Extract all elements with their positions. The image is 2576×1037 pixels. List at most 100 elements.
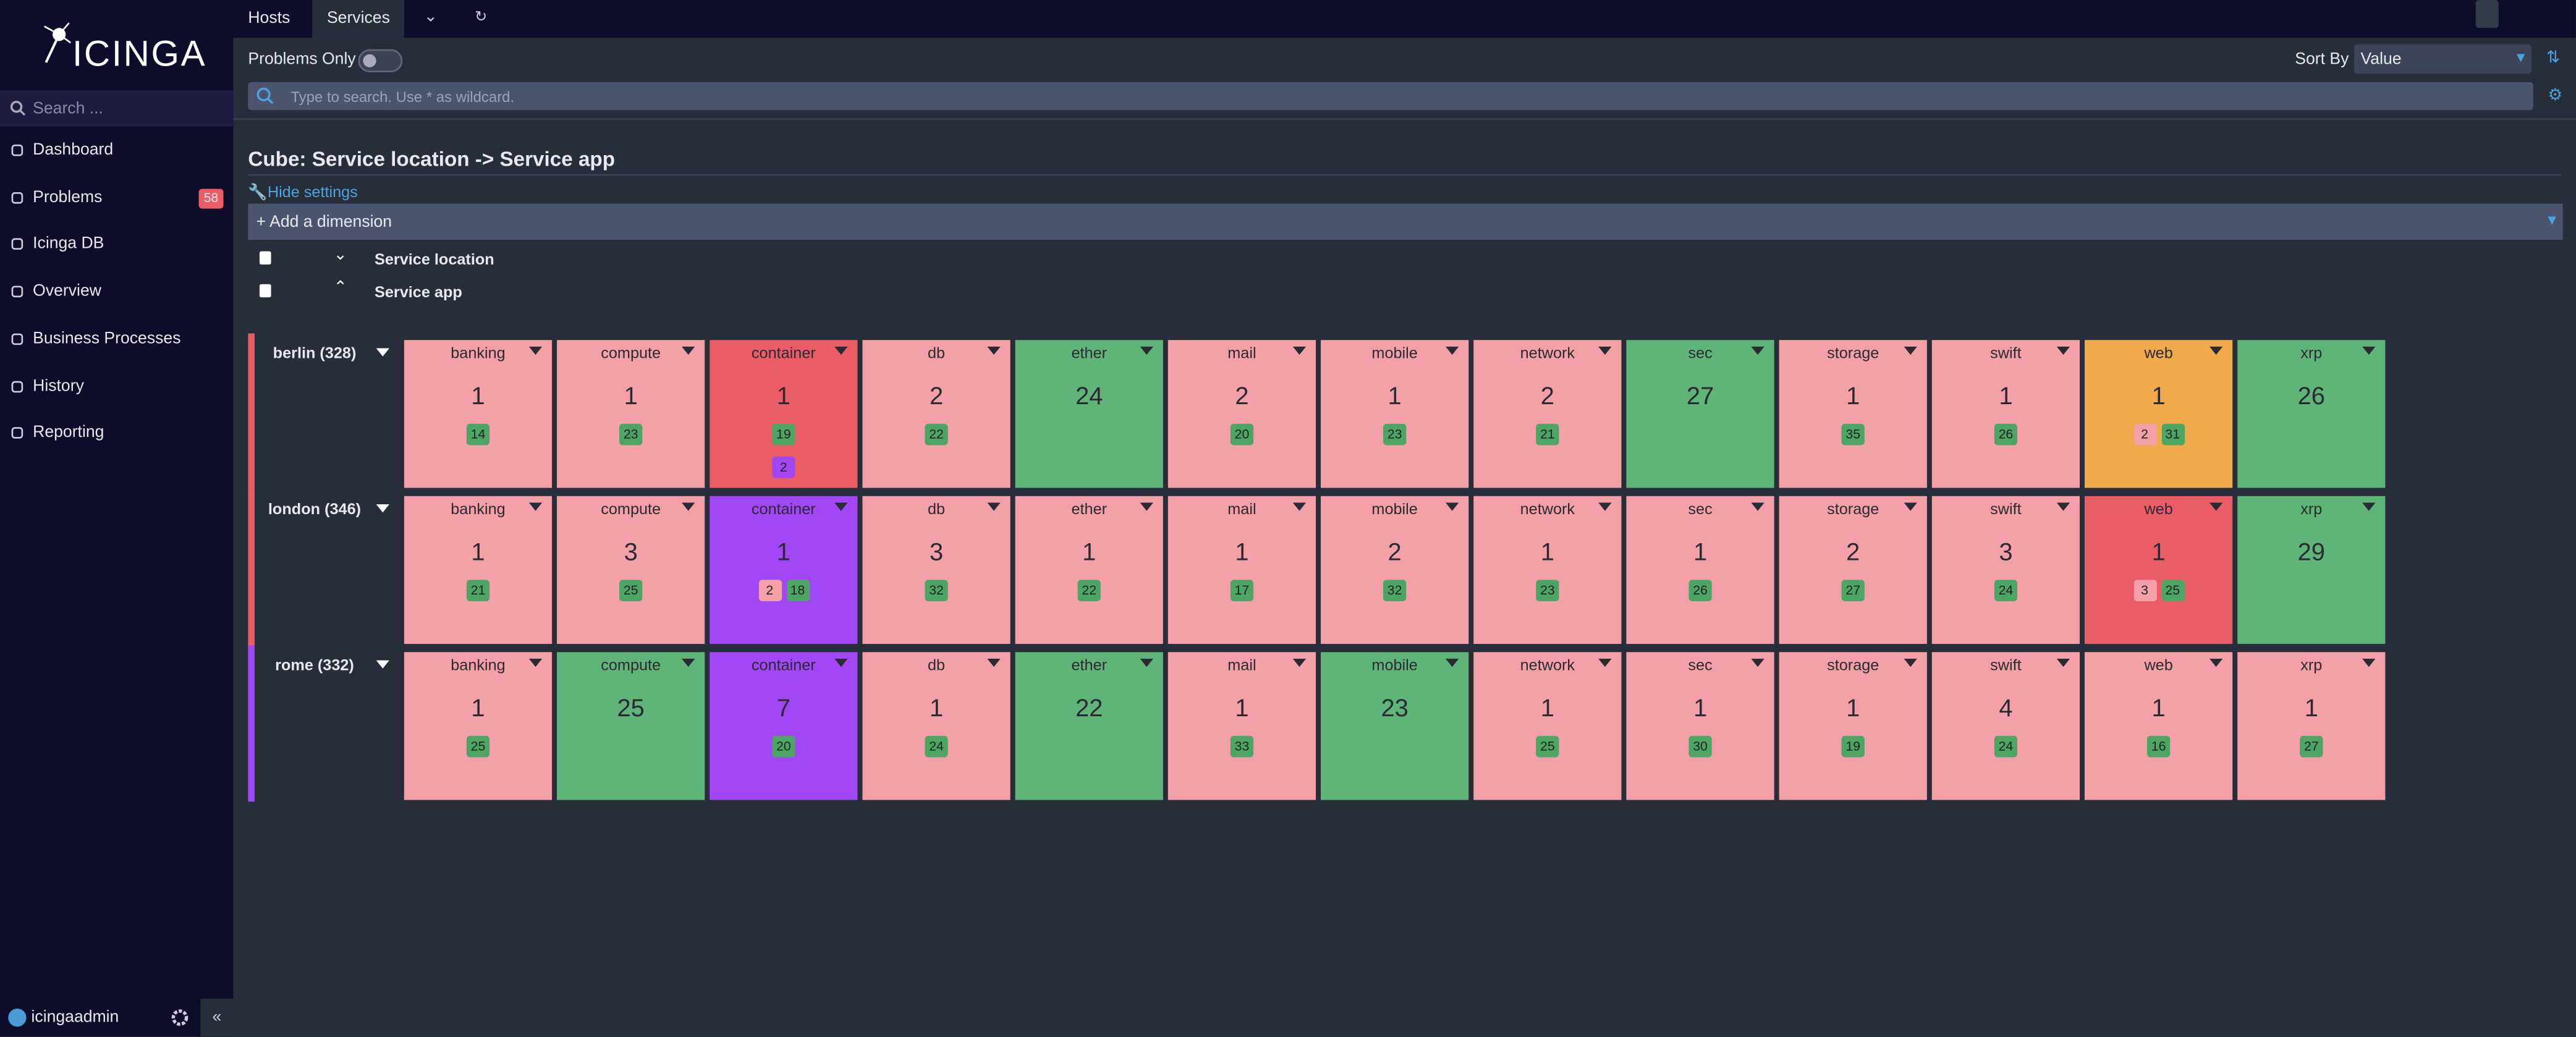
search-bar[interactable]: Type to search. Use * as wildcard. xyxy=(248,82,2533,111)
state-badge[interactable]: 32 xyxy=(925,580,948,601)
cube-cell[interactable]: web 1 2 31 xyxy=(2085,340,2233,488)
collapse-top[interactable] xyxy=(2475,0,2499,28)
cube-cell[interactable]: sec 27 xyxy=(1626,340,1774,488)
cube-cell[interactable]: mail 1 17 xyxy=(1167,496,1316,644)
filter-icon[interactable] xyxy=(2362,502,2376,511)
cube-cell[interactable]: swift 4 24 xyxy=(1931,652,2080,800)
state-badge[interactable]: 25 xyxy=(466,735,490,758)
cube-cell[interactable]: sec 1 30 xyxy=(1626,652,1774,800)
cube-cell[interactable]: storage 1 35 xyxy=(1779,340,1927,488)
cube-cell[interactable]: mobile 23 xyxy=(1321,652,1469,800)
state-badge[interactable]: 27 xyxy=(2300,735,2323,758)
filter-icon[interactable] xyxy=(1140,502,1153,511)
filter-icon[interactable] xyxy=(1598,502,1612,511)
cube-cell[interactable]: banking 1 14 xyxy=(404,340,553,488)
cube-cell[interactable]: banking 1 25 xyxy=(404,652,553,800)
filter-icon[interactable] xyxy=(1446,658,1459,667)
state-badge[interactable]: 2 xyxy=(2133,423,2156,446)
settings-icon[interactable] xyxy=(171,1009,189,1026)
filter-icon[interactable] xyxy=(1751,346,1765,355)
state-badge[interactable]: 31 xyxy=(2161,423,2184,446)
nav-item[interactable]: Reporting xyxy=(0,416,233,452)
cube-cell[interactable]: ether 22 xyxy=(1015,652,1163,800)
state-badge[interactable]: 3 xyxy=(2133,580,2156,601)
cube-cell[interactable]: ether 1 22 xyxy=(1015,496,1163,644)
filter-icon[interactable] xyxy=(2056,346,2070,355)
state-badge[interactable]: 18 xyxy=(786,580,810,601)
cube-cell[interactable]: db 3 32 xyxy=(862,496,1010,644)
cube-cell[interactable]: compute 1 23 xyxy=(557,340,705,488)
filter-icon[interactable] xyxy=(1751,658,1765,667)
hide-settings-link[interactable]: 🔧Hide settings xyxy=(248,184,358,202)
cube-cell[interactable]: network 1 23 xyxy=(1473,496,1622,644)
filter-icon[interactable] xyxy=(1904,502,1917,511)
filter-icon[interactable] xyxy=(528,502,543,511)
cube-cell[interactable]: container 1 2 18 xyxy=(710,496,858,644)
row-label[interactable]: rome (332) xyxy=(275,657,354,675)
cube-cell[interactable]: db 1 24 xyxy=(862,652,1010,800)
filter-icon[interactable] xyxy=(2056,658,2070,667)
filter-icon[interactable] xyxy=(2056,502,2070,511)
filter-icon[interactable] xyxy=(682,658,695,667)
state-badge[interactable]: 22 xyxy=(925,423,948,446)
nav-item[interactable]: Icinga DB xyxy=(0,227,233,263)
cube-cell[interactable]: web 1 3 25 xyxy=(2085,496,2233,644)
state-badge[interactable]: 21 xyxy=(466,580,490,601)
state-badge[interactable]: 22 xyxy=(1077,580,1101,601)
state-badge[interactable]: 16 xyxy=(2147,735,2171,758)
filter-icon[interactable] xyxy=(987,502,1001,511)
filter-icon[interactable] xyxy=(1904,346,1917,355)
state-badge[interactable]: 14 xyxy=(466,423,490,446)
cube-cell[interactable]: compute 25 xyxy=(557,652,705,800)
state-badge[interactable]: 30 xyxy=(1688,735,1712,758)
filter-icon[interactable] xyxy=(987,346,1001,355)
cube-cell[interactable]: ether 24 xyxy=(1015,340,1163,488)
user-name[interactable]: icingaadmin xyxy=(31,1009,119,1027)
filter-icon[interactable] xyxy=(682,502,695,511)
state-badge[interactable]: 26 xyxy=(1688,580,1712,601)
filter-icon[interactable] xyxy=(682,346,695,355)
delete-dimension[interactable] xyxy=(259,284,271,298)
refresh[interactable]: ↻ xyxy=(475,8,488,25)
cube-cell[interactable]: xrp 26 xyxy=(2237,340,2386,488)
state-badge[interactable]: 23 xyxy=(1536,580,1559,601)
dropdown-tab[interactable]: ⌄ xyxy=(423,8,438,27)
row-label[interactable]: london (346) xyxy=(268,501,362,519)
search-box[interactable]: Search ... xyxy=(0,90,234,127)
state-badge[interactable]: 25 xyxy=(619,580,643,601)
filter-icon[interactable] xyxy=(1751,502,1765,511)
cube-cell[interactable]: db 2 22 xyxy=(862,340,1010,488)
state-badge[interactable]: 20 xyxy=(1230,423,1254,446)
filter-icon[interactable] xyxy=(2362,658,2376,667)
sort-select[interactable]: Value ▾ xyxy=(2354,44,2532,74)
cube-cell[interactable]: storage 2 27 xyxy=(1779,496,1927,644)
cube-cell[interactable]: container 7 20 xyxy=(710,652,858,800)
sort-direction[interactable]: ⇅ xyxy=(2546,49,2561,67)
filter-icon[interactable] xyxy=(1446,346,1459,355)
cube-cell[interactable]: network 1 25 xyxy=(1473,652,1622,800)
cube-cell[interactable]: swift 3 24 xyxy=(1931,496,2080,644)
filter-icon[interactable] xyxy=(1292,346,1307,355)
filter-icon[interactable] xyxy=(834,502,848,511)
filter-icon[interactable] xyxy=(1598,346,1612,355)
filter-icon[interactable] xyxy=(834,658,848,667)
filter-icon[interactable] xyxy=(987,658,1001,667)
state-badge[interactable]: 17 xyxy=(1230,580,1254,601)
cube-cell[interactable]: mobile 2 32 xyxy=(1321,496,1469,644)
cube-cell[interactable]: container 1 19 2 xyxy=(710,340,858,488)
state-badge[interactable]: 25 xyxy=(2161,580,2184,601)
cube-cell[interactable]: compute 3 25 xyxy=(557,496,705,644)
nav-item[interactable]: Dashboard xyxy=(0,133,233,169)
filter-icon[interactable] xyxy=(1292,658,1307,667)
state-badge[interactable]: 23 xyxy=(1383,423,1407,446)
filter-icon[interactable] xyxy=(1598,658,1612,667)
add-dimension[interactable]: + Add a dimension ▾ xyxy=(248,203,2563,240)
filter-icon[interactable] xyxy=(376,660,389,669)
state-badge[interactable]: 2 xyxy=(772,456,795,478)
nav-item[interactable]: Overview xyxy=(0,274,233,310)
nav-item[interactable]: Business Processes xyxy=(0,321,233,357)
cube-cell[interactable]: network 2 21 xyxy=(1473,340,1622,488)
filter-icon[interactable] xyxy=(2210,346,2223,355)
move-dimension[interactable]: ⌄ xyxy=(333,246,347,265)
filter-icon[interactable] xyxy=(1904,658,1917,667)
